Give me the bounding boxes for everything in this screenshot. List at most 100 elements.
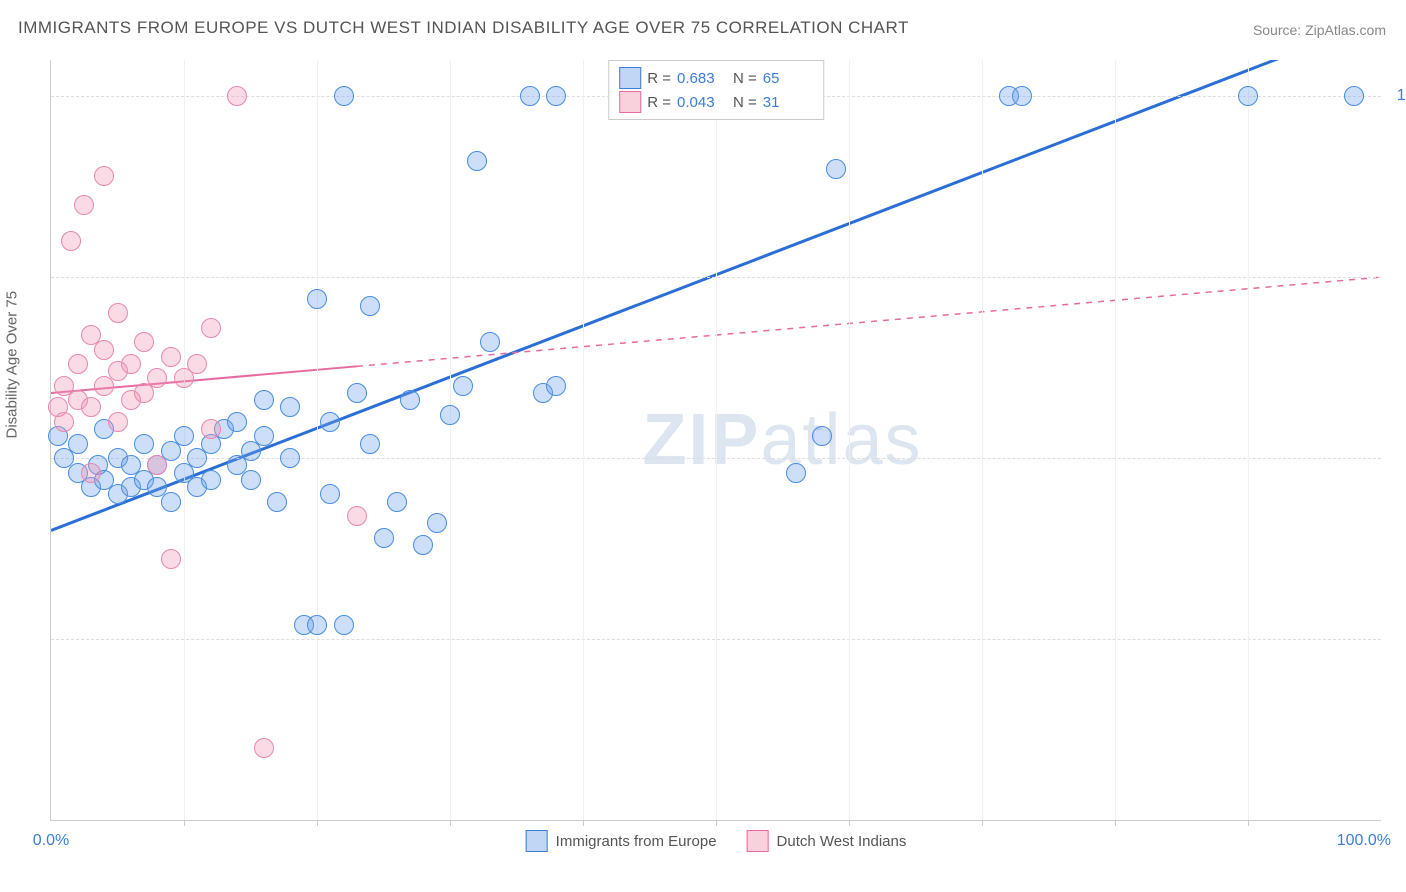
scatter-point xyxy=(786,463,806,483)
x-tick-label: 100.0% xyxy=(1337,832,1391,850)
scatter-point xyxy=(94,166,114,186)
scatter-point xyxy=(108,412,128,432)
scatter-point xyxy=(254,390,274,410)
scatter-point xyxy=(54,412,74,432)
scatter-point xyxy=(480,332,500,352)
legend-row: R =0.683N =65 xyxy=(619,67,813,89)
scatter-point xyxy=(201,470,221,490)
scatter-point xyxy=(1238,86,1258,106)
scatter-point xyxy=(74,195,94,215)
scatter-point xyxy=(334,86,354,106)
scatter-point xyxy=(546,376,566,396)
scatter-point xyxy=(1344,86,1364,106)
x-tick-mark xyxy=(849,820,850,826)
scatter-point xyxy=(81,463,101,483)
x-tick-mark xyxy=(184,820,185,826)
scatter-point xyxy=(826,159,846,179)
legend-r-label: R = xyxy=(647,94,671,111)
scatter-point xyxy=(121,354,141,374)
scatter-point xyxy=(440,405,460,425)
gridline-v xyxy=(450,60,451,820)
scatter-point xyxy=(61,231,81,251)
scatter-point xyxy=(374,528,394,548)
watermark: ZIPatlas xyxy=(642,399,922,481)
x-tick-mark xyxy=(1248,820,1249,826)
gridline-v xyxy=(716,60,717,820)
scatter-point xyxy=(161,347,181,367)
scatter-point xyxy=(1012,86,1032,106)
scatter-point xyxy=(201,318,221,338)
chart-plot-area: ZIPatlas R =0.683N =65R =0.043N =31 Immi… xyxy=(50,60,1381,821)
gridline-v xyxy=(982,60,983,820)
scatter-point xyxy=(68,434,88,454)
x-tick-mark xyxy=(317,820,318,826)
chart-title: IMMIGRANTS FROM EUROPE VS DUTCH WEST IND… xyxy=(18,18,909,38)
legend-series: Immigrants from Europe Dutch West Indians xyxy=(526,830,907,852)
x-tick-mark xyxy=(583,820,584,826)
y-tick-label: 100.0% xyxy=(1391,87,1406,105)
legend-n-label: N = xyxy=(733,94,757,111)
scatter-point xyxy=(546,86,566,106)
scatter-point xyxy=(360,296,380,316)
scatter-point xyxy=(400,390,420,410)
x-tick-mark xyxy=(716,820,717,826)
scatter-point xyxy=(134,332,154,352)
scatter-point xyxy=(227,412,247,432)
legend-n-value: 31 xyxy=(763,94,813,111)
scatter-point xyxy=(134,434,154,454)
legend-item: Dutch West Indians xyxy=(747,830,907,852)
x-tick-mark xyxy=(450,820,451,826)
legend-swatch-icon xyxy=(747,830,769,852)
scatter-point xyxy=(427,513,447,533)
scatter-point xyxy=(812,426,832,446)
scatter-point xyxy=(467,151,487,171)
scatter-point xyxy=(280,448,300,468)
scatter-point xyxy=(161,549,181,569)
scatter-point xyxy=(227,86,247,106)
scatter-point xyxy=(320,412,340,432)
scatter-point xyxy=(520,86,540,106)
scatter-point xyxy=(347,506,367,526)
legend-item: Immigrants from Europe xyxy=(526,830,717,852)
scatter-point xyxy=(81,397,101,417)
gridline-v xyxy=(583,60,584,820)
scatter-point xyxy=(147,368,167,388)
x-tick-mark xyxy=(982,820,983,826)
legend-swatch-icon xyxy=(619,67,641,89)
legend-r-value: 0.683 xyxy=(677,70,727,87)
scatter-point xyxy=(68,354,88,374)
y-tick-label: 50.0% xyxy=(1391,449,1406,467)
legend-correlation: R =0.683N =65R =0.043N =31 xyxy=(608,60,824,120)
scatter-point xyxy=(254,426,274,446)
legend-row: R = 0.043 N = 31 xyxy=(619,91,813,113)
scatter-point xyxy=(161,492,181,512)
x-tick-mark xyxy=(1115,820,1116,826)
scatter-point xyxy=(241,470,261,490)
scatter-point xyxy=(307,289,327,309)
scatter-point xyxy=(94,340,114,360)
y-tick-label: 25.0% xyxy=(1391,630,1406,648)
gridline-v xyxy=(849,60,850,820)
scatter-point xyxy=(413,535,433,555)
y-tick-label: 75.0% xyxy=(1391,268,1406,286)
scatter-point xyxy=(453,376,473,396)
source-label: Source: ZipAtlas.com xyxy=(1253,22,1386,38)
scatter-point xyxy=(174,426,194,446)
scatter-point xyxy=(334,615,354,635)
legend-r-value: 0.043 xyxy=(677,94,727,111)
legend-n-label: N = xyxy=(733,70,757,87)
scatter-point xyxy=(347,383,367,403)
legend-r-label: R = xyxy=(647,70,671,87)
scatter-point xyxy=(267,492,287,512)
scatter-point xyxy=(108,303,128,323)
scatter-point xyxy=(280,397,300,417)
scatter-point xyxy=(187,354,207,374)
y-axis-label: Disability Age Over 75 xyxy=(4,291,21,439)
legend-swatch-icon xyxy=(526,830,548,852)
legend-swatch-icon xyxy=(619,91,641,113)
scatter-point xyxy=(254,738,274,758)
scatter-point xyxy=(360,434,380,454)
scatter-point xyxy=(147,455,167,475)
gridline-v xyxy=(1248,60,1249,820)
gridline-v xyxy=(1115,60,1116,820)
